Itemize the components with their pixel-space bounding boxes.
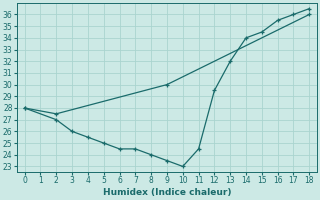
X-axis label: Humidex (Indice chaleur): Humidex (Indice chaleur) (103, 188, 231, 197)
